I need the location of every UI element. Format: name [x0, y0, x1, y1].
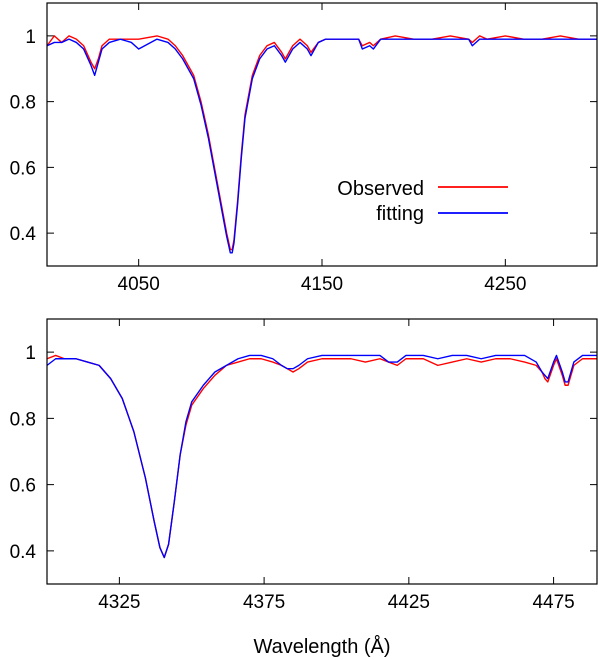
bottom-x-tick-label: 4375	[243, 592, 285, 613]
top-y-tick-label: 0.4	[10, 224, 37, 245]
bottom-series-fitting-line	[46, 354, 597, 559]
bottom-y-tick-label: 0.4	[10, 542, 37, 563]
legend: Observed fitting	[337, 178, 508, 225]
top-panel: 4050 4150 4250 0.4 0.6 0.8 1 Observed fitting	[10, 2, 598, 295]
bottom-panel: 4325 4375 4425 4475 0.4 0.6 0.8 1	[10, 318, 598, 613]
top-x-tick-label: 4150	[301, 274, 343, 295]
top-x-tick-label: 4250	[484, 274, 526, 295]
legend-label-observed: Observed	[337, 178, 424, 200]
top-x-tick-label: 4050	[118, 274, 160, 295]
top-y-tick-label: 1	[25, 27, 36, 48]
legend-label-fitting: fitting	[376, 203, 424, 225]
bottom-y-tick-label: 1	[25, 343, 36, 364]
bottom-series-observed-line	[46, 354, 597, 559]
top-y-tick-label: 0.8	[10, 93, 36, 114]
bottom-x-tick-label: 4425	[388, 592, 430, 613]
top-series-fitting-line	[46, 38, 597, 254]
top-y-tick-label: 0.6	[10, 158, 36, 179]
bottom-y-tick-label: 0.8	[10, 409, 36, 430]
bottom-x-tick-label: 4475	[532, 592, 574, 613]
bottom-plot-frame	[46, 318, 598, 585]
top-series-observed-line	[46, 35, 597, 251]
top-plot-frame	[46, 2, 598, 267]
bottom-x-tick-label: 4325	[98, 592, 140, 613]
x-axis-label: Wavelength (Å)	[253, 635, 390, 658]
bottom-y-tick-label: 0.6	[10, 476, 36, 497]
